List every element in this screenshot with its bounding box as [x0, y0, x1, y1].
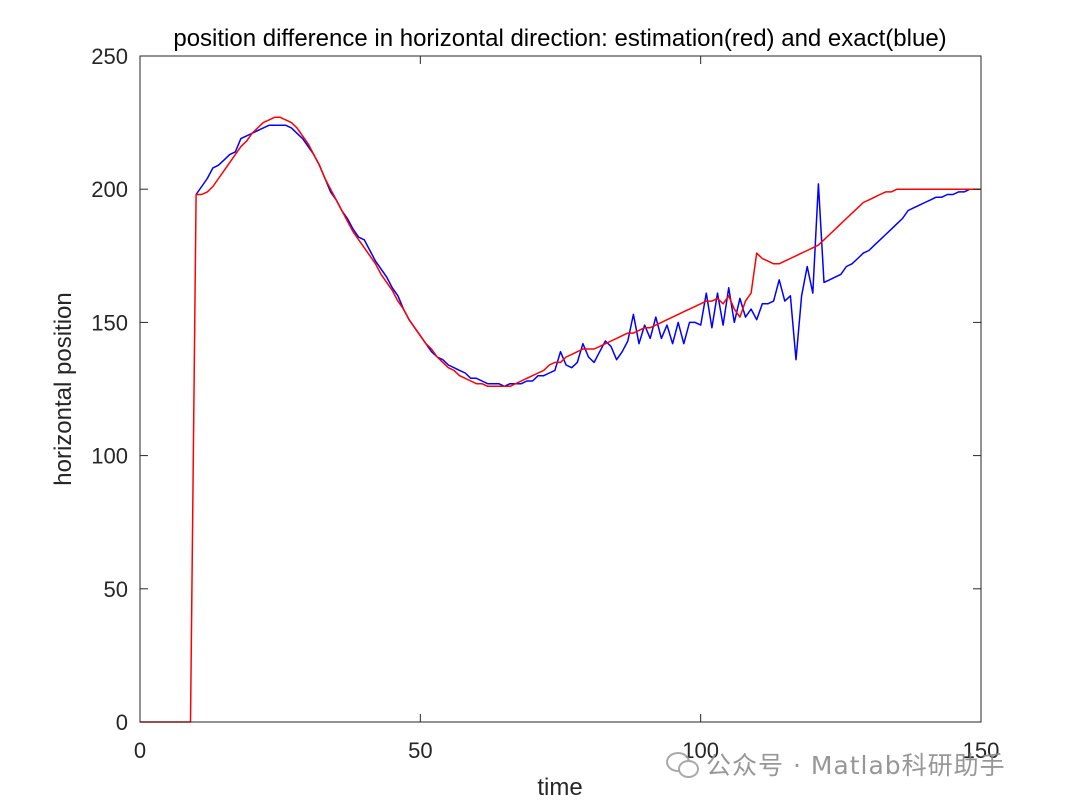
x-tick-label: 50: [408, 738, 432, 763]
series-line-estimation: [140, 116, 981, 723]
watermark-text: 公众号 · Matlab科研助手: [706, 751, 1006, 780]
series-layer: [140, 116, 981, 723]
y-tick-label: 100: [91, 444, 128, 469]
chart-title: position difference in horizontal direct…: [173, 25, 946, 52]
y-tick-label: 250: [91, 44, 128, 69]
y-tick-label: 200: [91, 177, 128, 202]
y-tick-label: 0: [116, 710, 128, 735]
x-tick-label: 150: [963, 738, 1000, 763]
y-tick-label: 50: [104, 577, 128, 602]
plot-area: [140, 56, 981, 722]
y-axis-label: horizontal position: [50, 292, 77, 485]
y-tick-label: 150: [91, 310, 128, 335]
watermark: 公众号 · Matlab科研助手: [666, 746, 1006, 782]
x-tick-label: 0: [134, 738, 146, 763]
axes-box: [139, 55, 982, 723]
x-axis-label: time: [537, 774, 582, 801]
wechat-icon: [666, 751, 699, 778]
